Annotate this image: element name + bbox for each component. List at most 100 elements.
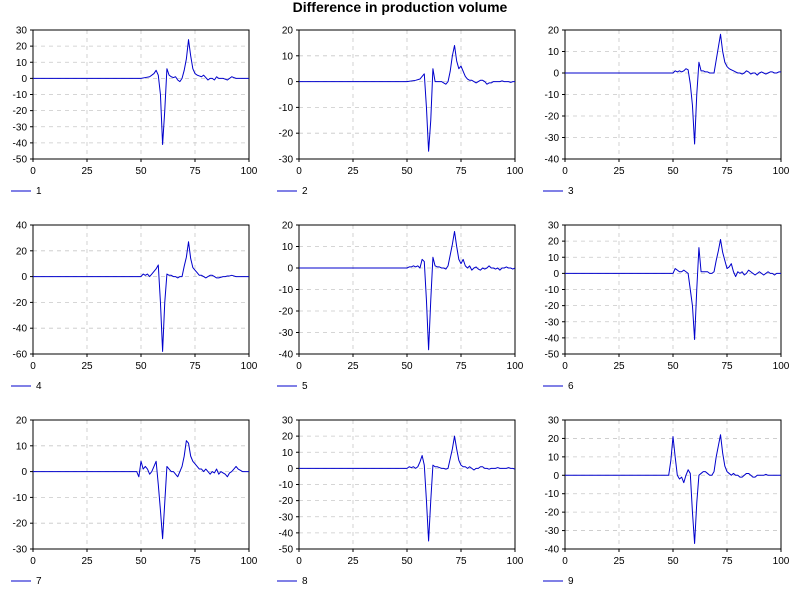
y-tick-label: -20 xyxy=(545,508,560,519)
y-tick-label: 40 xyxy=(16,221,28,232)
x-tick-label: 100 xyxy=(241,556,258,567)
legend-label: 8 xyxy=(302,576,308,587)
y-tick-label: 10 xyxy=(548,452,560,463)
y-tick-label: 20 xyxy=(548,434,560,445)
subplot-3: -40 -30 -20 -10 0 10 20 0 25 50 75 100 3 xyxy=(543,26,790,197)
y-tick-label: -30 xyxy=(279,155,294,166)
x-tick-label: 0 xyxy=(562,361,568,372)
subplot-8: -50 -40 -30 -20 -10 0 10 20 30 0 25 50 75 100 8 xyxy=(277,416,524,587)
y-tick-label: -40 xyxy=(13,138,28,149)
x-tick-label: 0 xyxy=(30,361,36,372)
x-tick-label: 75 xyxy=(455,556,467,567)
x-tick-label: 75 xyxy=(189,556,201,567)
subplot-1: -50 -40 -30 -20 -10 0 10 20 30 0 25 50 75 100 1 xyxy=(11,26,258,197)
x-tick-label: 100 xyxy=(507,361,524,372)
y-tick-label: -20 xyxy=(13,298,28,309)
x-tick-label: 75 xyxy=(721,361,733,372)
x-tick-label: 25 xyxy=(347,361,359,372)
y-tick-label: 0 xyxy=(21,272,27,283)
series-line-2 xyxy=(299,44,515,152)
legend-label: 6 xyxy=(568,381,574,392)
subplot-5: -40 -30 -20 -10 0 10 20 0 25 50 75 100 5 xyxy=(277,221,524,392)
y-tick-label: 20 xyxy=(548,237,560,248)
x-tick-label: 0 xyxy=(562,166,568,177)
x-tick-label: 75 xyxy=(721,166,733,177)
x-tick-label: 50 xyxy=(667,166,679,177)
y-tick-label: -20 xyxy=(545,112,560,123)
y-tick-label: 10 xyxy=(16,441,28,452)
x-tick-label: 0 xyxy=(296,166,302,177)
x-tick-label: 100 xyxy=(241,361,258,372)
x-tick-label: 0 xyxy=(296,361,302,372)
y-tick-label: 20 xyxy=(282,432,294,443)
y-tick-label: 0 xyxy=(287,77,293,88)
x-tick-label: 0 xyxy=(296,556,302,567)
y-tick-label: -20 xyxy=(545,301,560,312)
series-line-8 xyxy=(299,435,516,542)
y-tick-label: -30 xyxy=(13,122,28,133)
y-tick-label: -50 xyxy=(545,350,560,361)
y-tick-label: 20 xyxy=(16,246,28,257)
y-tick-label: -40 xyxy=(545,333,560,344)
y-tick-label: -10 xyxy=(279,285,294,296)
y-tick-label: 30 xyxy=(16,26,28,37)
y-tick-label: 10 xyxy=(16,58,28,69)
x-tick-label: 25 xyxy=(81,556,93,567)
x-tick-label: 50 xyxy=(401,556,413,567)
x-tick-label: 50 xyxy=(667,556,679,567)
subplot-9: -40 -30 -20 -10 0 10 20 30 0 25 50 75 100 9 xyxy=(543,416,790,587)
x-tick-label: 0 xyxy=(30,166,36,177)
y-tick-label: -50 xyxy=(279,545,294,556)
y-tick-label: -10 xyxy=(545,90,560,101)
y-tick-label: -20 xyxy=(13,519,28,530)
y-tick-label: -10 xyxy=(279,480,294,491)
legend-label: 9 xyxy=(568,576,574,587)
series-line-9 xyxy=(565,434,781,544)
y-tick-label: -10 xyxy=(279,103,294,114)
y-tick-label: 0 xyxy=(21,467,27,478)
y-tick-label: -10 xyxy=(13,90,28,101)
x-tick-label: 100 xyxy=(507,556,524,567)
y-tick-label: -20 xyxy=(279,129,294,140)
x-tick-label: 25 xyxy=(81,361,93,372)
x-tick-label: 100 xyxy=(241,166,258,177)
y-tick-label: -40 xyxy=(279,528,294,539)
y-tick-label: -40 xyxy=(13,324,28,335)
chart-title: Difference in production volume xyxy=(292,0,508,15)
y-tick-label: 10 xyxy=(548,253,560,264)
y-tick-label: -20 xyxy=(279,307,294,318)
x-tick-label: 25 xyxy=(613,361,625,372)
x-tick-label: 75 xyxy=(189,361,201,372)
y-tick-label: 0 xyxy=(553,471,559,482)
x-tick-label: 0 xyxy=(562,556,568,567)
y-tick-label: -10 xyxy=(13,493,28,504)
legend-label: 7 xyxy=(36,576,42,587)
x-tick-label: 75 xyxy=(455,166,467,177)
y-tick-label: -30 xyxy=(279,328,294,339)
y-tick-label: 30 xyxy=(548,416,560,427)
y-tick-label: 20 xyxy=(282,26,294,37)
y-tick-label: 10 xyxy=(548,47,560,58)
legend-label: 3 xyxy=(568,186,574,197)
y-tick-label: 30 xyxy=(548,221,560,232)
x-tick-label: 100 xyxy=(773,166,790,177)
y-tick-label: 20 xyxy=(16,416,28,427)
series-line-7 xyxy=(33,440,249,540)
y-tick-label: -30 xyxy=(545,133,560,144)
subplot-7: -30 -20 -10 0 10 20 0 25 50 75 100 7 xyxy=(11,416,258,587)
x-tick-label: 50 xyxy=(135,166,147,177)
subplot-4: -60 -40 -20 0 20 40 0 25 50 75 100 4 xyxy=(11,221,258,392)
x-tick-label: 25 xyxy=(613,166,625,177)
y-tick-label: 30 xyxy=(282,416,294,427)
x-tick-label: 50 xyxy=(401,361,413,372)
y-tick-label: -30 xyxy=(13,545,28,556)
y-tick-label: -40 xyxy=(545,545,560,556)
y-tick-label: 0 xyxy=(287,264,293,275)
x-tick-label: 100 xyxy=(773,556,790,567)
x-tick-label: 50 xyxy=(401,166,413,177)
y-tick-label: 20 xyxy=(282,221,294,232)
y-tick-label: -10 xyxy=(545,285,560,296)
y-tick-label: 0 xyxy=(21,74,27,85)
y-tick-label: 20 xyxy=(548,26,560,37)
